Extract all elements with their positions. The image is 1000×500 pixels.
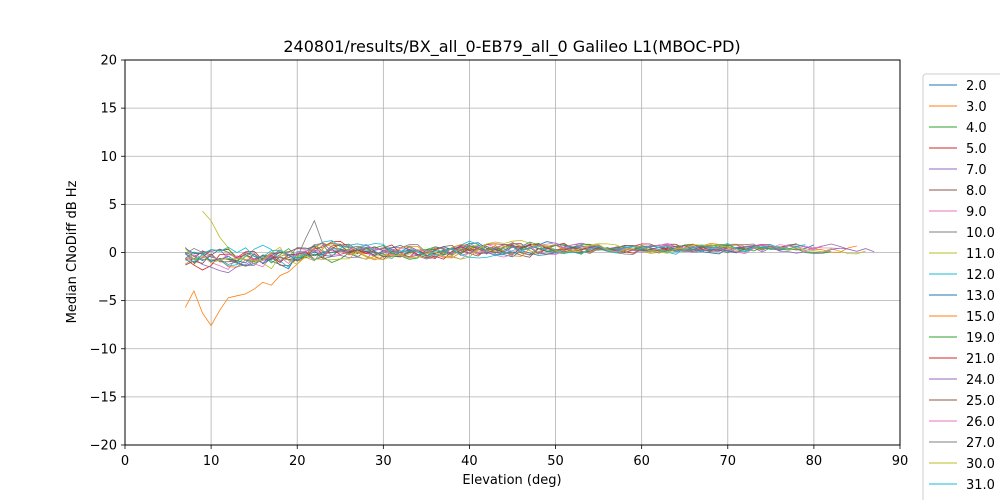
legend-label: 13.0	[966, 289, 995, 304]
legend-label: 2.0	[966, 79, 987, 94]
legend-label: 31.0	[966, 478, 995, 493]
series-lines	[184, 210, 875, 327]
legend-label: 21.0	[966, 352, 995, 367]
x-axis-ticks: 0 10 20 30 40 50 60 70 80 90	[121, 445, 908, 469]
y-tick-label: 0	[109, 246, 117, 261]
legend-label: 4.0	[966, 121, 987, 136]
x-tick-label: 0	[121, 454, 129, 469]
series-line-12-0	[185, 240, 780, 268]
legend-label: 15.0	[966, 310, 995, 325]
x-tick-label: 50	[547, 454, 564, 469]
y-tick-label: 20	[100, 54, 117, 69]
series-line-26-0	[185, 242, 823, 264]
legend-label: 10.0	[966, 226, 995, 241]
x-tick-label: 20	[289, 454, 306, 469]
y-tick-label: −10	[90, 342, 117, 357]
legend-label: 19.0	[966, 331, 995, 346]
legend: 2.0 3.0 4.0 5.0 7.0 8.0 9.0 10.0 11.0 12.0 13.0 15.…	[922, 73, 1000, 500]
legend-label: 12.0	[966, 268, 995, 283]
x-tick-label: 70	[720, 454, 737, 469]
x-tick-label: 10	[203, 454, 220, 469]
y-tick-label: 10	[100, 150, 117, 165]
series-line-27-0	[185, 243, 789, 265]
y-axis-label: Median CNoDiff dB Hz	[65, 180, 80, 323]
y-tick-label: −15	[90, 390, 117, 405]
y-tick-label: −20	[90, 439, 117, 454]
legend-label: 27.0	[966, 436, 995, 451]
legend-label: 3.0	[966, 100, 987, 115]
y-tick-label: 5	[109, 198, 117, 213]
series-line-31-0	[185, 243, 806, 263]
legend-label: 25.0	[966, 394, 995, 409]
y-tick-label: 15	[100, 102, 117, 117]
chart-title: 240801/results/BX_all_0-EB79_all_0 Galil…	[283, 37, 740, 57]
x-tick-label: 30	[375, 454, 392, 469]
legend-box	[922, 73, 1000, 500]
legend-label: 24.0	[966, 373, 995, 388]
y-tick-label: −5	[98, 294, 117, 309]
legend-label: 11.0	[966, 247, 995, 262]
x-tick-label: 90	[892, 454, 909, 469]
series-line-19-0	[193, 242, 806, 265]
legend-label: 8.0	[966, 184, 987, 199]
x-tick-label: 80	[806, 454, 823, 469]
y-axis-ticks: −20 −15 −10 −5 0 5 10 15 20	[90, 54, 125, 454]
x-tick-label: 60	[633, 454, 650, 469]
x-tick-label: 40	[461, 454, 478, 469]
legend-label: 7.0	[966, 163, 987, 178]
x-axis-label: Elevation (deg)	[462, 473, 561, 488]
legend-label: 30.0	[966, 457, 995, 472]
legend-label: 5.0	[966, 142, 987, 157]
legend-label: 26.0	[966, 415, 995, 430]
legend-label: 9.0	[966, 205, 987, 220]
